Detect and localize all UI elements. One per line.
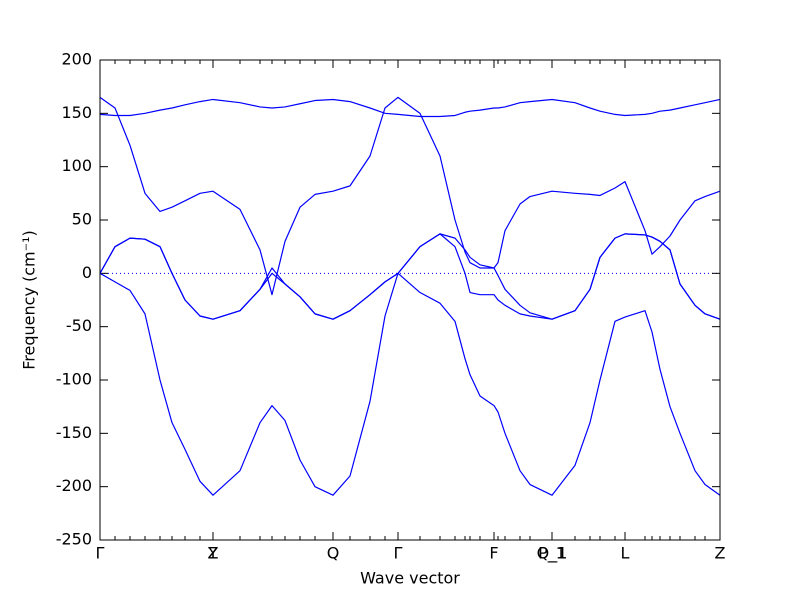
y-tick-label: -100 bbox=[56, 370, 92, 389]
y-axis-label: Frequency (cm⁻¹) bbox=[20, 230, 39, 369]
y-tick-label: -200 bbox=[56, 476, 92, 495]
x-tick-label: P_1 bbox=[538, 544, 566, 564]
y-tick-label: 200 bbox=[61, 50, 92, 69]
y-tick-label: 0 bbox=[82, 263, 92, 282]
x-tick-label: Q bbox=[327, 544, 340, 563]
x-tick-label: L bbox=[621, 544, 630, 563]
x-tick-label: Γ bbox=[394, 544, 403, 563]
x-tick-label: F bbox=[489, 544, 498, 563]
x-tick-label: Z bbox=[208, 544, 219, 563]
band-line bbox=[99, 233, 721, 320]
x-tick-label: Q_1 bbox=[537, 544, 568, 564]
x-tick-label: Z bbox=[715, 544, 726, 563]
plot-frame bbox=[99, 59, 721, 541]
x-tick-label: Y bbox=[207, 544, 218, 563]
y-tick-label: -50 bbox=[66, 316, 92, 335]
x-tick-label: Γ bbox=[96, 544, 105, 563]
y-tick-label: 100 bbox=[61, 156, 92, 175]
y-tick-label: -150 bbox=[56, 423, 92, 442]
x-axis-label: Wave vector bbox=[360, 569, 460, 588]
band-line bbox=[99, 272, 721, 496]
y-tick-label: -250 bbox=[56, 530, 92, 549]
band-line bbox=[99, 96, 721, 296]
y-tick-label: 50 bbox=[72, 210, 92, 229]
band-line bbox=[99, 98, 721, 118]
y-tick-label: 150 bbox=[61, 103, 92, 122]
